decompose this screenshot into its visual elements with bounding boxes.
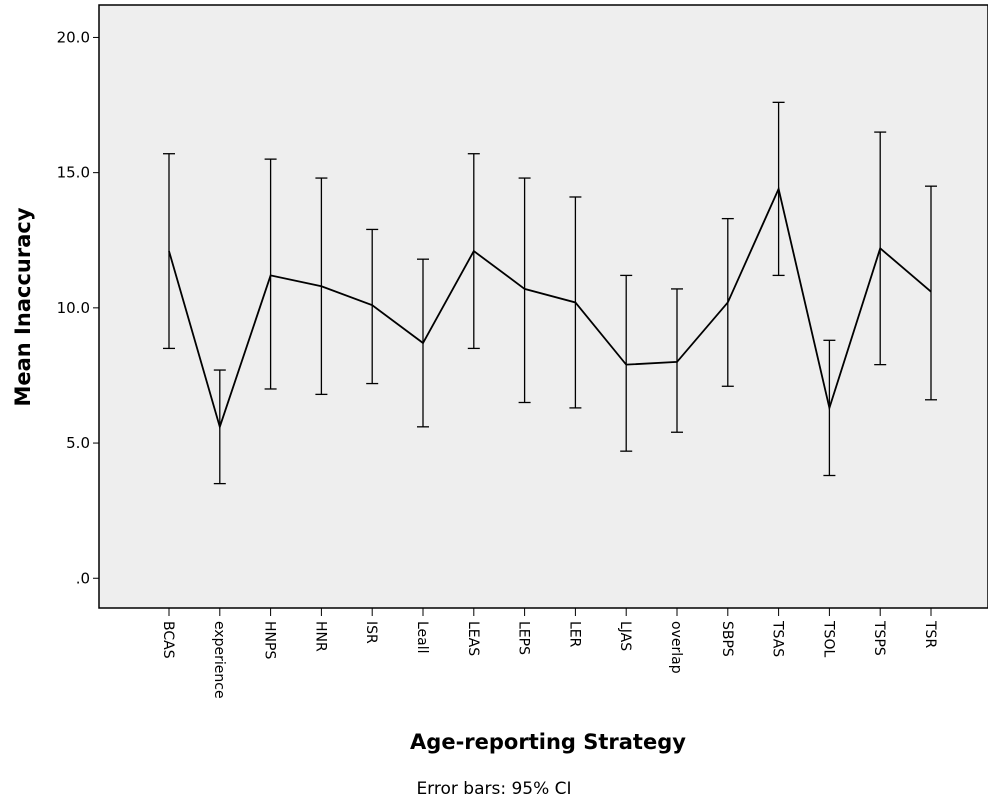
x-tick-label: LEPS <box>516 621 532 655</box>
mean-line <box>168 186 932 430</box>
x-tick-label: LJAS <box>617 621 633 651</box>
error-bar <box>366 228 379 385</box>
x-tick-label: overlap <box>668 621 684 674</box>
x-tick-label: SBPS <box>719 621 735 657</box>
plot-area <box>98 4 988 609</box>
y-tick-label: 15.0 <box>57 164 90 182</box>
x-tick-label: TSOL <box>820 620 836 657</box>
x-axis: BCAS experience HNPS HNR ISR Leall LEAS LEPS LER… <box>160 608 938 699</box>
error-bar-footnote: Error bars: 95% CI <box>416 779 571 799</box>
x-tick-label: LER <box>566 621 582 648</box>
y-tick-label: 10.0 <box>57 299 90 317</box>
x-tick-label: Leall <box>414 621 430 654</box>
y-tick-label: 5.0 <box>66 434 90 452</box>
x-tick-label: TSPS <box>871 620 887 656</box>
x-tick-label: TSAS <box>770 620 786 657</box>
y-tick-label: .0 <box>76 569 90 587</box>
x-tick-label: TSR <box>922 620 938 648</box>
x-tick-label: HNR <box>312 621 328 652</box>
error-bar <box>925 185 937 401</box>
error-bar <box>518 177 531 404</box>
error-bar <box>264 158 277 390</box>
x-tick-label: ISR <box>363 621 379 644</box>
y-tick-label: 20.0 <box>57 28 90 46</box>
x-tick-label: HNPS <box>262 621 278 659</box>
x-tick-label: LEAS <box>465 621 481 656</box>
x-tick-label: experience <box>211 621 227 699</box>
x-tick-label: BCAS <box>160 621 176 659</box>
x-axis-title: Age-reporting Strategy <box>410 730 686 754</box>
y-axis: .0 5.0 10.0 15.0 20.0 <box>57 28 99 587</box>
y-axis-title: Mean Inaccuracy <box>11 207 35 406</box>
